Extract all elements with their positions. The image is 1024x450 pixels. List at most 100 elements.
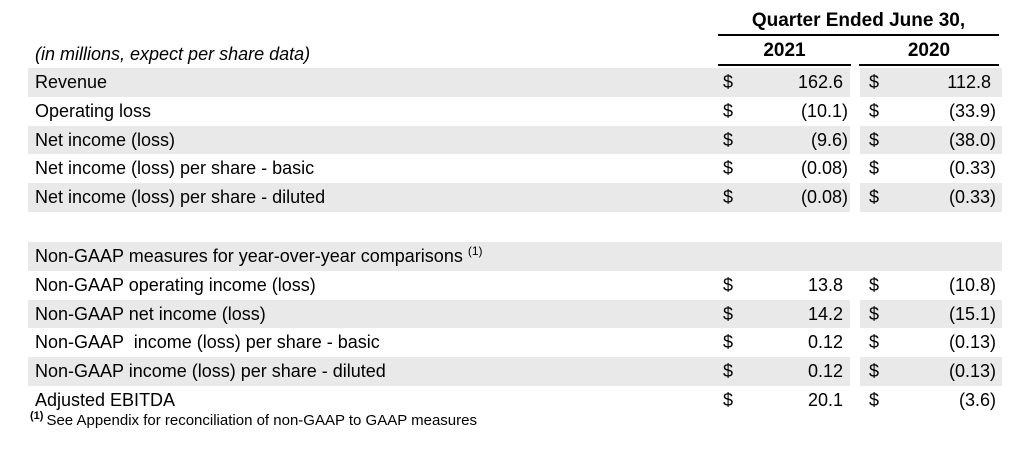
value-2020: (33.9): [948, 100, 996, 121]
units-note: (in millions, expect per share data): [35, 44, 311, 64]
dollar-sign: $: [869, 187, 880, 208]
value-cell-2020: $ (38.0): [860, 125, 1002, 155]
row-label: Non-GAAP income (loss) per share - basic: [35, 332, 380, 353]
dollar-sign: $: [723, 361, 734, 382]
value-2021: 0.12: [807, 361, 843, 382]
dollar-sign: $: [869, 332, 880, 353]
spacer-row: [28, 212, 1002, 242]
value-cell-2021: $ 0.12: [718, 357, 850, 386]
value-2021: 13.8: [807, 274, 843, 295]
value-cell-2021: $ 0.12: [718, 328, 850, 357]
section-title: Non-GAAP measures for year-over-year com…: [28, 241, 1002, 271]
dollar-sign: $: [869, 361, 880, 382]
table-row: Non-GAAP operating income (loss) $ 13.8 …: [28, 271, 1002, 300]
dollar-sign: $: [869, 389, 880, 410]
dollar-sign: $: [723, 187, 734, 208]
value-cell-2021: $ 13.8: [718, 271, 850, 300]
value-2020: (10.8): [948, 274, 996, 295]
dollar-sign: $: [723, 303, 734, 324]
row-label: Non-GAAP operating income (loss): [35, 274, 316, 295]
dollar-sign: $: [869, 72, 880, 92]
dollar-sign: $: [723, 274, 734, 295]
row-label: Net income (loss) per share - basic: [35, 158, 315, 179]
dollar-sign: $: [869, 129, 880, 150]
value-cell-2021: $ (10.1): [718, 97, 850, 126]
table-row: Non-GAAP income (loss) per share - dilut…: [28, 357, 1002, 386]
value-cell-2021: $ 20.1: [718, 386, 850, 415]
table-row: Net income (loss) $ (9.6) $ (38.0): [28, 125, 1002, 155]
value-cell-2020: $ (0.33): [860, 183, 1002, 212]
column-gap: [850, 300, 860, 329]
row-label: Adjusted EBITDA: [35, 389, 176, 410]
value-2021: 0.12: [807, 332, 843, 353]
value-2020: (38.0): [948, 129, 996, 150]
column-gap: [850, 183, 860, 212]
table-row: Adjusted EBITDA $ 20.1 $ (3.6): [28, 386, 1002, 415]
value-cell-2020: $ (33.9): [860, 97, 1002, 126]
column-gap: [850, 68, 860, 97]
row-label: Non-GAAP net income (loss): [28, 299, 718, 329]
value-2020: (15.1): [948, 303, 996, 324]
value-2021: 14.2: [807, 303, 843, 324]
value-2021: 20.1: [807, 389, 843, 410]
table-row: Net income (loss) per share - diluted $ …: [28, 183, 1002, 212]
value-cell-2020: $ (0.13): [860, 328, 1002, 357]
section-title-text: Non-GAAP measures for year-over-year com…: [35, 245, 463, 266]
table-row: Net income (loss) per share - basic $ (0…: [28, 154, 1002, 183]
value-2021: (0.08): [800, 187, 848, 208]
table-row: Revenue $ 162.6 $ 112.8: [28, 68, 1002, 97]
value-cell-2021: $ (0.08): [718, 183, 850, 212]
footnote: (1) See Appendix for reconciliation of no…: [30, 410, 477, 430]
value-cell-2020: $ (10.8): [860, 271, 1002, 300]
value-cell-2021: $ 14.2: [718, 299, 850, 329]
row-label: Revenue: [28, 68, 718, 97]
value-2021: 162.6: [797, 72, 843, 92]
row-label: Net income (loss) per share - diluted: [28, 183, 718, 212]
dollar-sign: $: [869, 100, 880, 121]
value-cell-2020: $ 112.8: [860, 68, 1002, 97]
column-gap: [850, 126, 860, 155]
column-header-2020: 2020: [859, 40, 999, 66]
value-2020: (3.6): [958, 389, 996, 410]
column-gap: [850, 386, 860, 415]
row-label: Non-GAAP income (loss) per share - dilut…: [28, 357, 718, 386]
column-gap: [850, 97, 860, 126]
value-cell-2020: $ (0.33): [860, 154, 1002, 183]
dollar-sign: $: [869, 274, 880, 295]
dollar-sign: $: [869, 158, 880, 179]
value-2020: (0.13): [948, 332, 996, 353]
period-header: Quarter Ended June 30,: [718, 9, 999, 36]
table-row: Non-GAAP net income (loss) $ 14.2 $ (15.…: [28, 299, 1002, 329]
dollar-sign: $: [723, 100, 734, 121]
value-2020: (0.33): [948, 158, 996, 179]
value-2021: (10.1): [800, 100, 848, 121]
table-body: Revenue $ 162.6 $ 112.8 Operating loss $…: [28, 68, 1002, 415]
value-cell-2021: $ 162.6: [718, 68, 850, 97]
value-cell-2020: $ (3.6): [860, 386, 1002, 415]
column-gap: [850, 154, 860, 183]
row-label: Operating loss: [35, 100, 152, 121]
column-gap: [850, 271, 860, 300]
footnote-marker: (1): [30, 410, 44, 422]
value-cell-2020: $ (15.1): [860, 299, 1002, 329]
table-row: Non-GAAP income (loss) per share - basic…: [28, 328, 1002, 357]
row-label: Net income (loss): [28, 125, 718, 155]
footnote-reference: (1): [467, 243, 483, 258]
value-2021: (9.6): [810, 129, 848, 150]
value-2021: (0.08): [800, 158, 848, 179]
column-gap: [850, 328, 860, 357]
column-header-2021: 2021: [718, 40, 851, 66]
dollar-sign: $: [723, 72, 734, 92]
value-2020: (0.13): [948, 361, 996, 382]
value-2020: (0.33): [948, 187, 996, 208]
footnote-text: See Appendix for reconciliation of non-G…: [46, 412, 477, 429]
value-cell-2021: $ (9.6): [718, 125, 850, 155]
dollar-sign: $: [723, 389, 734, 410]
value-2020: 112.8: [947, 72, 991, 92]
dollar-sign: $: [869, 303, 880, 324]
table-row: Operating loss $ (10.1) $ (33.9): [28, 97, 1002, 126]
dollar-sign: $: [723, 129, 734, 150]
section-header-row: Non-GAAP measures for year-over-year com…: [28, 241, 1002, 271]
value-cell-2020: $ (0.13): [860, 357, 1002, 386]
